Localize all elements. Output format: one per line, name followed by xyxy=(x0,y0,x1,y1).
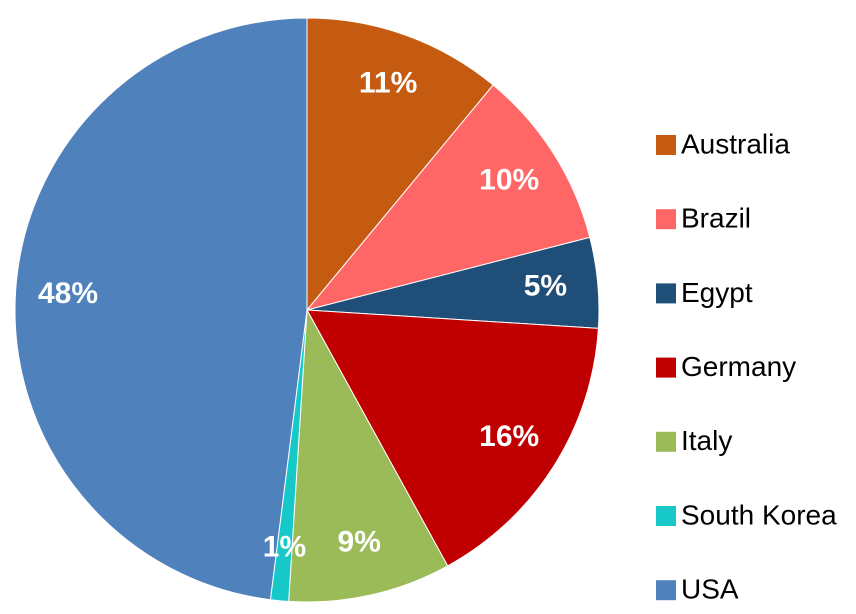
pie-slice xyxy=(306,17,494,312)
value-label: 11% xyxy=(359,67,417,100)
pie-slice xyxy=(305,84,591,311)
pie-slice xyxy=(14,17,308,601)
legend-label: Brazil xyxy=(681,203,751,234)
legend-swatch xyxy=(656,431,676,452)
legend-label: Egypt xyxy=(681,277,753,308)
legend-swatch xyxy=(656,357,676,378)
legend-label: South Korea xyxy=(681,499,837,530)
legend-label: Australia xyxy=(681,128,790,159)
value-label: 10% xyxy=(479,164,539,197)
legend-swatch xyxy=(656,580,676,601)
legend-label: Germany xyxy=(681,351,796,382)
pie-slice xyxy=(306,309,599,567)
value-label: 1% xyxy=(263,530,306,563)
legend-swatch xyxy=(656,209,676,230)
pie-slice xyxy=(288,308,449,603)
value-label: 16% xyxy=(479,420,539,453)
legend-label: Italy xyxy=(681,425,732,456)
legend-label: USA xyxy=(681,574,739,605)
value-label: 9% xyxy=(338,526,381,559)
value-label: 48% xyxy=(38,277,98,310)
legend-swatch xyxy=(656,283,676,304)
legend-swatch xyxy=(656,135,676,155)
value-label: 5% xyxy=(524,269,567,302)
legend-swatch xyxy=(656,506,676,526)
